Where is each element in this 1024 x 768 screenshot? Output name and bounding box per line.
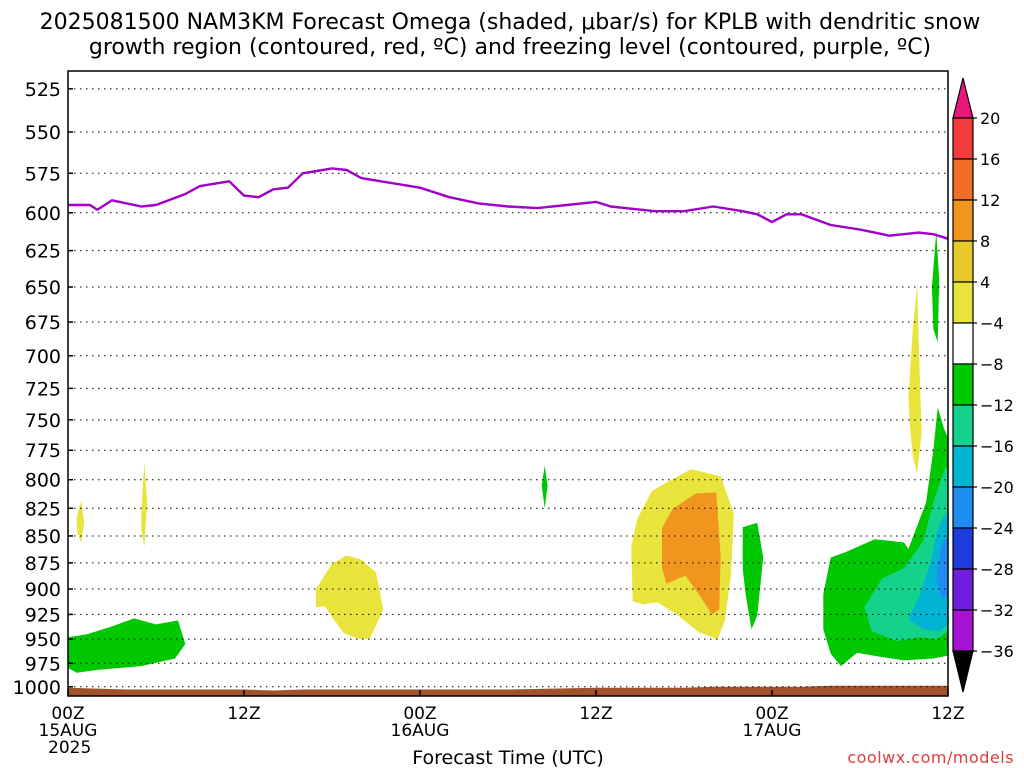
colorbar-label-14: −36	[980, 642, 1014, 661]
colorbar-label-13: −32	[980, 601, 1014, 620]
colorbar-bin-2	[952, 117, 974, 160]
gridlines	[68, 88, 948, 688]
omega-shaded-regions	[68, 231, 948, 673]
omega-region-12	[936, 538, 948, 600]
omega-region-14	[931, 231, 940, 343]
colorbar-bin-7	[952, 322, 974, 365]
y-tick-label-525: 525	[25, 79, 61, 101]
omega-region-5	[541, 465, 548, 509]
y-tick-label-925: 925	[25, 604, 61, 626]
colorbar-bin-12	[952, 527, 974, 570]
y-tick-label-800: 800	[25, 470, 61, 492]
y-tick-label-950: 950	[25, 629, 61, 651]
y-tick-label-600: 600	[25, 203, 61, 225]
x-tick-label-24-2: 16AUG	[391, 721, 450, 741]
y-tick-label-725: 725	[25, 378, 61, 400]
plot-area	[68, 71, 948, 696]
colorbar-bin-10	[952, 445, 974, 488]
colorbar-bin-11	[952, 486, 974, 529]
colorbar-label-1: 20	[980, 109, 1000, 128]
source-annotation: coolwx.com/models	[847, 748, 1014, 767]
terrain-fill	[68, 685, 948, 696]
y-tick-label-900: 900	[25, 579, 61, 601]
colorbar-label-3: 12	[980, 191, 1000, 210]
y-tick-label-825: 825	[25, 498, 61, 520]
title-line-1: 2025081500 NAM3KM Forecast Omega (shaded…	[40, 10, 981, 35]
omega-region-1	[76, 500, 85, 543]
colorbar-bin-15	[952, 650, 974, 693]
chart-title: 2025081500 NAM3KM Forecast Omega (shaded…	[40, 10, 981, 60]
colorbar-bin-8	[952, 363, 974, 406]
title-line-2: growth region (contoured, red, ºC) and f…	[89, 35, 931, 60]
omega-region-2	[141, 462, 148, 547]
x-tick-label-48-2: 17AUG	[743, 721, 802, 741]
colorbar-bin-13	[952, 568, 974, 611]
omega-region-4	[315, 555, 384, 640]
colorbar: 20 16 12 8 4 −4 −8 −12 −16 −20 −24 −28 −32 −36	[952, 77, 1014, 693]
colorbar-label-8: −12	[980, 396, 1014, 415]
colorbar-bin-4	[952, 199, 974, 242]
colorbar-bin-5	[952, 240, 974, 283]
x-tick-label-36-1: 12Z	[579, 704, 612, 724]
x-tick-label-0-3: 2025	[48, 738, 91, 758]
omega-region-3	[68, 618, 186, 673]
y-tick-label-875: 875	[25, 553, 61, 575]
colorbar-label-11: −24	[980, 519, 1014, 538]
colorbar-label-5: 4	[980, 273, 990, 292]
x-axis-title: Forecast Time (UTC)	[412, 747, 603, 768]
terrain-layer	[68, 685, 948, 696]
y-tick-label-675: 675	[25, 312, 61, 334]
colorbar-label-10: −20	[980, 478, 1014, 497]
colorbar-label-9: −16	[980, 437, 1014, 456]
x-tick-label-60-1: 12Z	[931, 704, 964, 724]
plot-frame	[67, 70, 949, 697]
x-tick-label-24-1: 00Z	[403, 704, 436, 724]
colorbar-label-6: −4	[980, 314, 1004, 333]
colorbar-label-2: 16	[980, 150, 1000, 169]
y-tick-label-700: 700	[25, 346, 61, 368]
colorbar-label-12: −28	[980, 560, 1014, 579]
y-tick-label-650: 650	[25, 277, 61, 299]
y-tick-label-775: 775	[25, 440, 61, 462]
colorbar-bin-9	[952, 404, 974, 447]
y-axis: 525 550 575 600 625 650 675 700 725 750 775 800 825 8…	[13, 79, 73, 699]
y-tick-label-850: 850	[25, 526, 61, 548]
colorbar-label-4: 8	[980, 232, 990, 251]
y-tick-label-550: 550	[25, 122, 61, 144]
omega-region-8	[742, 522, 764, 630]
omega-region-7	[662, 492, 721, 615]
y-tick-label-750: 750	[25, 410, 61, 432]
y-tick-label-575: 575	[25, 163, 61, 185]
omega-region-11	[908, 513, 948, 632]
colorbar-bin-3	[952, 158, 974, 201]
x-tick-label-0-2: 15AUG	[39, 721, 98, 741]
freezing-level-layer	[68, 167, 949, 240]
x-tick-label-12-1: 12Z	[227, 704, 260, 724]
colorbar-bin-6	[952, 281, 974, 324]
y-tick-label-625: 625	[25, 241, 61, 263]
y-tick-label-975: 975	[25, 653, 61, 675]
y-tick-label-1000: 1000	[13, 677, 61, 699]
x-tick-label-0-1: 00Z	[51, 704, 84, 724]
omega-region-13	[908, 284, 922, 474]
colorbar-bin-14	[952, 609, 974, 652]
x-tick-label-48-1: 00Z	[755, 704, 788, 724]
colorbar-label-7: −8	[980, 355, 1004, 374]
freezing-level-line	[68, 167, 949, 240]
colorbar-bin-1	[952, 77, 974, 119]
